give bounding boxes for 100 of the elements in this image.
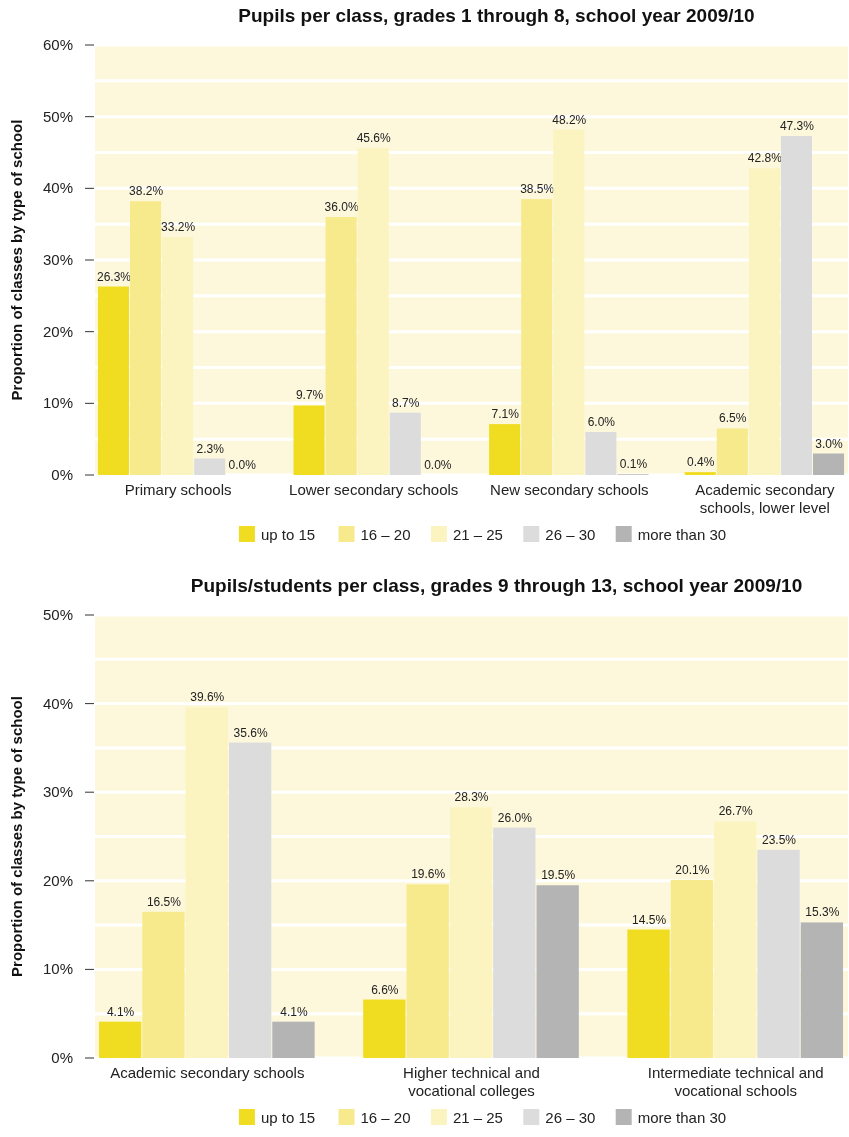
bar xyxy=(162,237,194,475)
text: 33.2% xyxy=(161,220,196,235)
bar xyxy=(272,1021,315,1058)
legend-label: 26 – 30 xyxy=(545,1109,596,1126)
y-tick-label: 10% xyxy=(42,960,73,978)
text: 38.5% xyxy=(520,182,555,197)
bar xyxy=(363,999,406,1058)
text: 0.1% xyxy=(619,457,648,472)
text: 0.0% xyxy=(228,458,256,472)
text: 19.6% xyxy=(411,867,446,882)
bar xyxy=(800,922,844,1058)
y-tick-label: 30% xyxy=(42,251,73,268)
bar xyxy=(553,129,585,475)
legend-label: 21 – 25 xyxy=(452,526,503,543)
y-tick-label: 50% xyxy=(42,606,73,623)
bar xyxy=(357,148,389,475)
x-tick-label: Higher technical and vocational colleges xyxy=(403,1064,540,1099)
legend-label: more than 30 xyxy=(637,1109,727,1126)
x-tick-label: Academic secondary schools xyxy=(110,1064,305,1081)
y-tick-label: 40% xyxy=(42,179,73,197)
text: 26.7% xyxy=(718,804,753,819)
bar xyxy=(449,807,493,1058)
bar xyxy=(142,911,185,1058)
text: 9.7% xyxy=(295,388,324,403)
bar xyxy=(714,821,757,1058)
bar xyxy=(406,884,449,1058)
y-tick-label: 0% xyxy=(51,466,73,483)
bar xyxy=(780,136,812,475)
text: 7.1% xyxy=(491,407,519,422)
legend-label: 16 – 20 xyxy=(360,1109,411,1126)
text: 36.0% xyxy=(324,200,359,214)
bar xyxy=(97,286,130,475)
text: 45.6% xyxy=(356,131,391,146)
bar xyxy=(493,827,536,1058)
text: 38.2% xyxy=(129,184,164,199)
x-tick-label: Lower secondary schools xyxy=(289,481,459,498)
x-tick-label: New secondary schools xyxy=(490,481,649,498)
text: 23.5% xyxy=(762,832,797,847)
text: 42.8% xyxy=(747,151,782,166)
legend-label: 26 – 30 xyxy=(545,526,596,543)
bar xyxy=(98,1021,142,1058)
y-tick-label: 40% xyxy=(42,694,73,712)
text: 19.5% xyxy=(541,868,576,883)
text: 26.0% xyxy=(497,810,532,825)
text: 6.6% xyxy=(371,982,399,997)
text: 14.5% xyxy=(632,912,667,927)
y-axis-title: Proportion of classes by type of school xyxy=(8,119,25,401)
text: 6.0% xyxy=(587,415,616,429)
y-tick-label: 50% xyxy=(42,107,73,125)
text: 35.6% xyxy=(233,725,268,740)
x-tick-label: Intermediate technical and vocational schools xyxy=(647,1064,824,1099)
chart-title: Pupils per class, grades 1 through 8, school year 2009/10 xyxy=(238,5,755,26)
bar xyxy=(521,199,553,475)
bar xyxy=(194,458,226,475)
bar xyxy=(716,428,748,475)
text: 3.0% xyxy=(815,436,843,451)
bar xyxy=(748,168,780,475)
y-tick-label: 0% xyxy=(51,1049,73,1066)
y-tick-label: 10% xyxy=(42,394,73,412)
y-axis-title: Proportion of classes by type of school xyxy=(8,696,25,977)
bar xyxy=(536,885,579,1058)
text: 4.1% xyxy=(280,1004,308,1019)
text: 48.2% xyxy=(552,112,587,127)
bar xyxy=(670,879,714,1058)
x-tick-label: Academic secondary schools, lower level xyxy=(695,481,835,516)
bar xyxy=(812,453,845,475)
bar xyxy=(757,849,800,1058)
text: 6.5% xyxy=(719,411,747,426)
legend-label: 21 – 25 xyxy=(452,1109,503,1126)
y-tick-label: 20% xyxy=(42,322,73,340)
text: 8.7% xyxy=(392,395,420,410)
bar xyxy=(130,201,162,475)
text: 0.0% xyxy=(424,458,452,472)
bar xyxy=(585,432,617,475)
legend-label: more than 30 xyxy=(637,526,727,543)
bar xyxy=(389,412,421,475)
legend-label: up to 15 xyxy=(260,1109,316,1126)
bar xyxy=(627,929,670,1058)
bar xyxy=(684,472,716,475)
text: 2.3% xyxy=(196,441,224,456)
bar xyxy=(489,424,521,475)
text: 4.1% xyxy=(106,1004,135,1019)
text: 15.3% xyxy=(805,905,840,920)
y-tick-label: 20% xyxy=(42,871,73,889)
text: 39.6% xyxy=(190,690,225,705)
text: 47.3% xyxy=(779,119,814,134)
bar xyxy=(185,707,228,1058)
bar xyxy=(325,217,357,475)
text: 0.4% xyxy=(687,455,715,470)
text: 16.5% xyxy=(146,894,181,909)
x-tick-label: Primary schools xyxy=(124,481,232,498)
legend-label: up to 15 xyxy=(260,526,316,543)
legend-label: 16 – 20 xyxy=(360,526,411,543)
text: 26.3% xyxy=(96,269,131,284)
text: 20.1% xyxy=(675,862,710,877)
y-tick-label: 30% xyxy=(42,783,73,801)
bar xyxy=(293,405,325,475)
bar xyxy=(228,742,272,1058)
y-tick-label: 60% xyxy=(42,36,73,53)
chart-title: Pupils/students per class, grades 9 through 13, school year 2009/10 xyxy=(190,575,803,596)
